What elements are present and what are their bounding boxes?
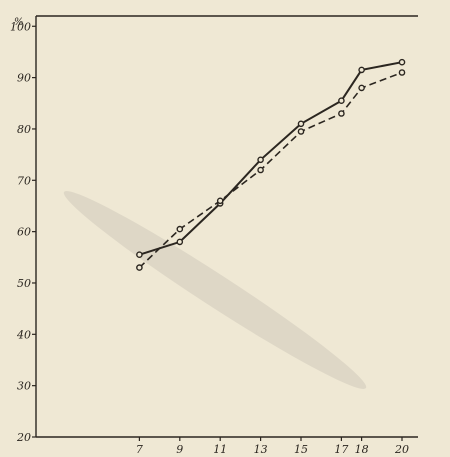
series-line-1 [139, 61, 403, 256]
series-1-point [297, 120, 305, 128]
x-tick-label: 7 [136, 443, 143, 456]
tick-labels: % 20 30 40 50 60 70 80 90 100 7 9 11 13 15 17 18 20 [10, 17, 409, 456]
y-tick-label: 70 [17, 174, 31, 187]
y-unit-label: % [14, 17, 24, 28]
y-tick-label: 30 [17, 380, 31, 393]
y-tick-label: 60 [17, 226, 31, 239]
y-tick-label: 50 [17, 277, 31, 290]
x-tick-label: 18 [355, 443, 369, 456]
series-1-point [176, 238, 184, 246]
y-tick-label: 100 [10, 20, 31, 33]
y-tick-label: 90 [17, 72, 31, 85]
series-2-point [297, 128, 305, 135]
series-2-point [257, 166, 264, 174]
series-1-point [358, 66, 365, 74]
y-tick-label: 80 [17, 123, 31, 136]
series-line-2 [138, 71, 403, 269]
series-1-point [338, 97, 345, 104]
series-2-point [136, 264, 143, 271]
x-tick-label: 13 [254, 443, 268, 456]
y-tick-label: 20 [16, 431, 31, 444]
x-tick-label: 17 [334, 443, 348, 456]
x-tick-label: 9 [176, 443, 183, 456]
x-tick-label: 20 [394, 443, 409, 456]
y-tick-label: 40 [16, 328, 31, 341]
paper-smudge [63, 191, 367, 389]
series-2-point [398, 69, 406, 76]
series-2-point [216, 197, 224, 205]
series-2-point [176, 225, 184, 233]
x-tick-label: 11 [213, 443, 227, 456]
series-2-point [338, 110, 345, 117]
series-1-point [257, 156, 264, 164]
axes [32, 15, 418, 441]
series-1-point [136, 251, 143, 258]
series-2-point [358, 84, 365, 92]
series-1-point [398, 58, 406, 66]
series-group [136, 58, 406, 271]
x-tick-label: 15 [294, 443, 308, 456]
